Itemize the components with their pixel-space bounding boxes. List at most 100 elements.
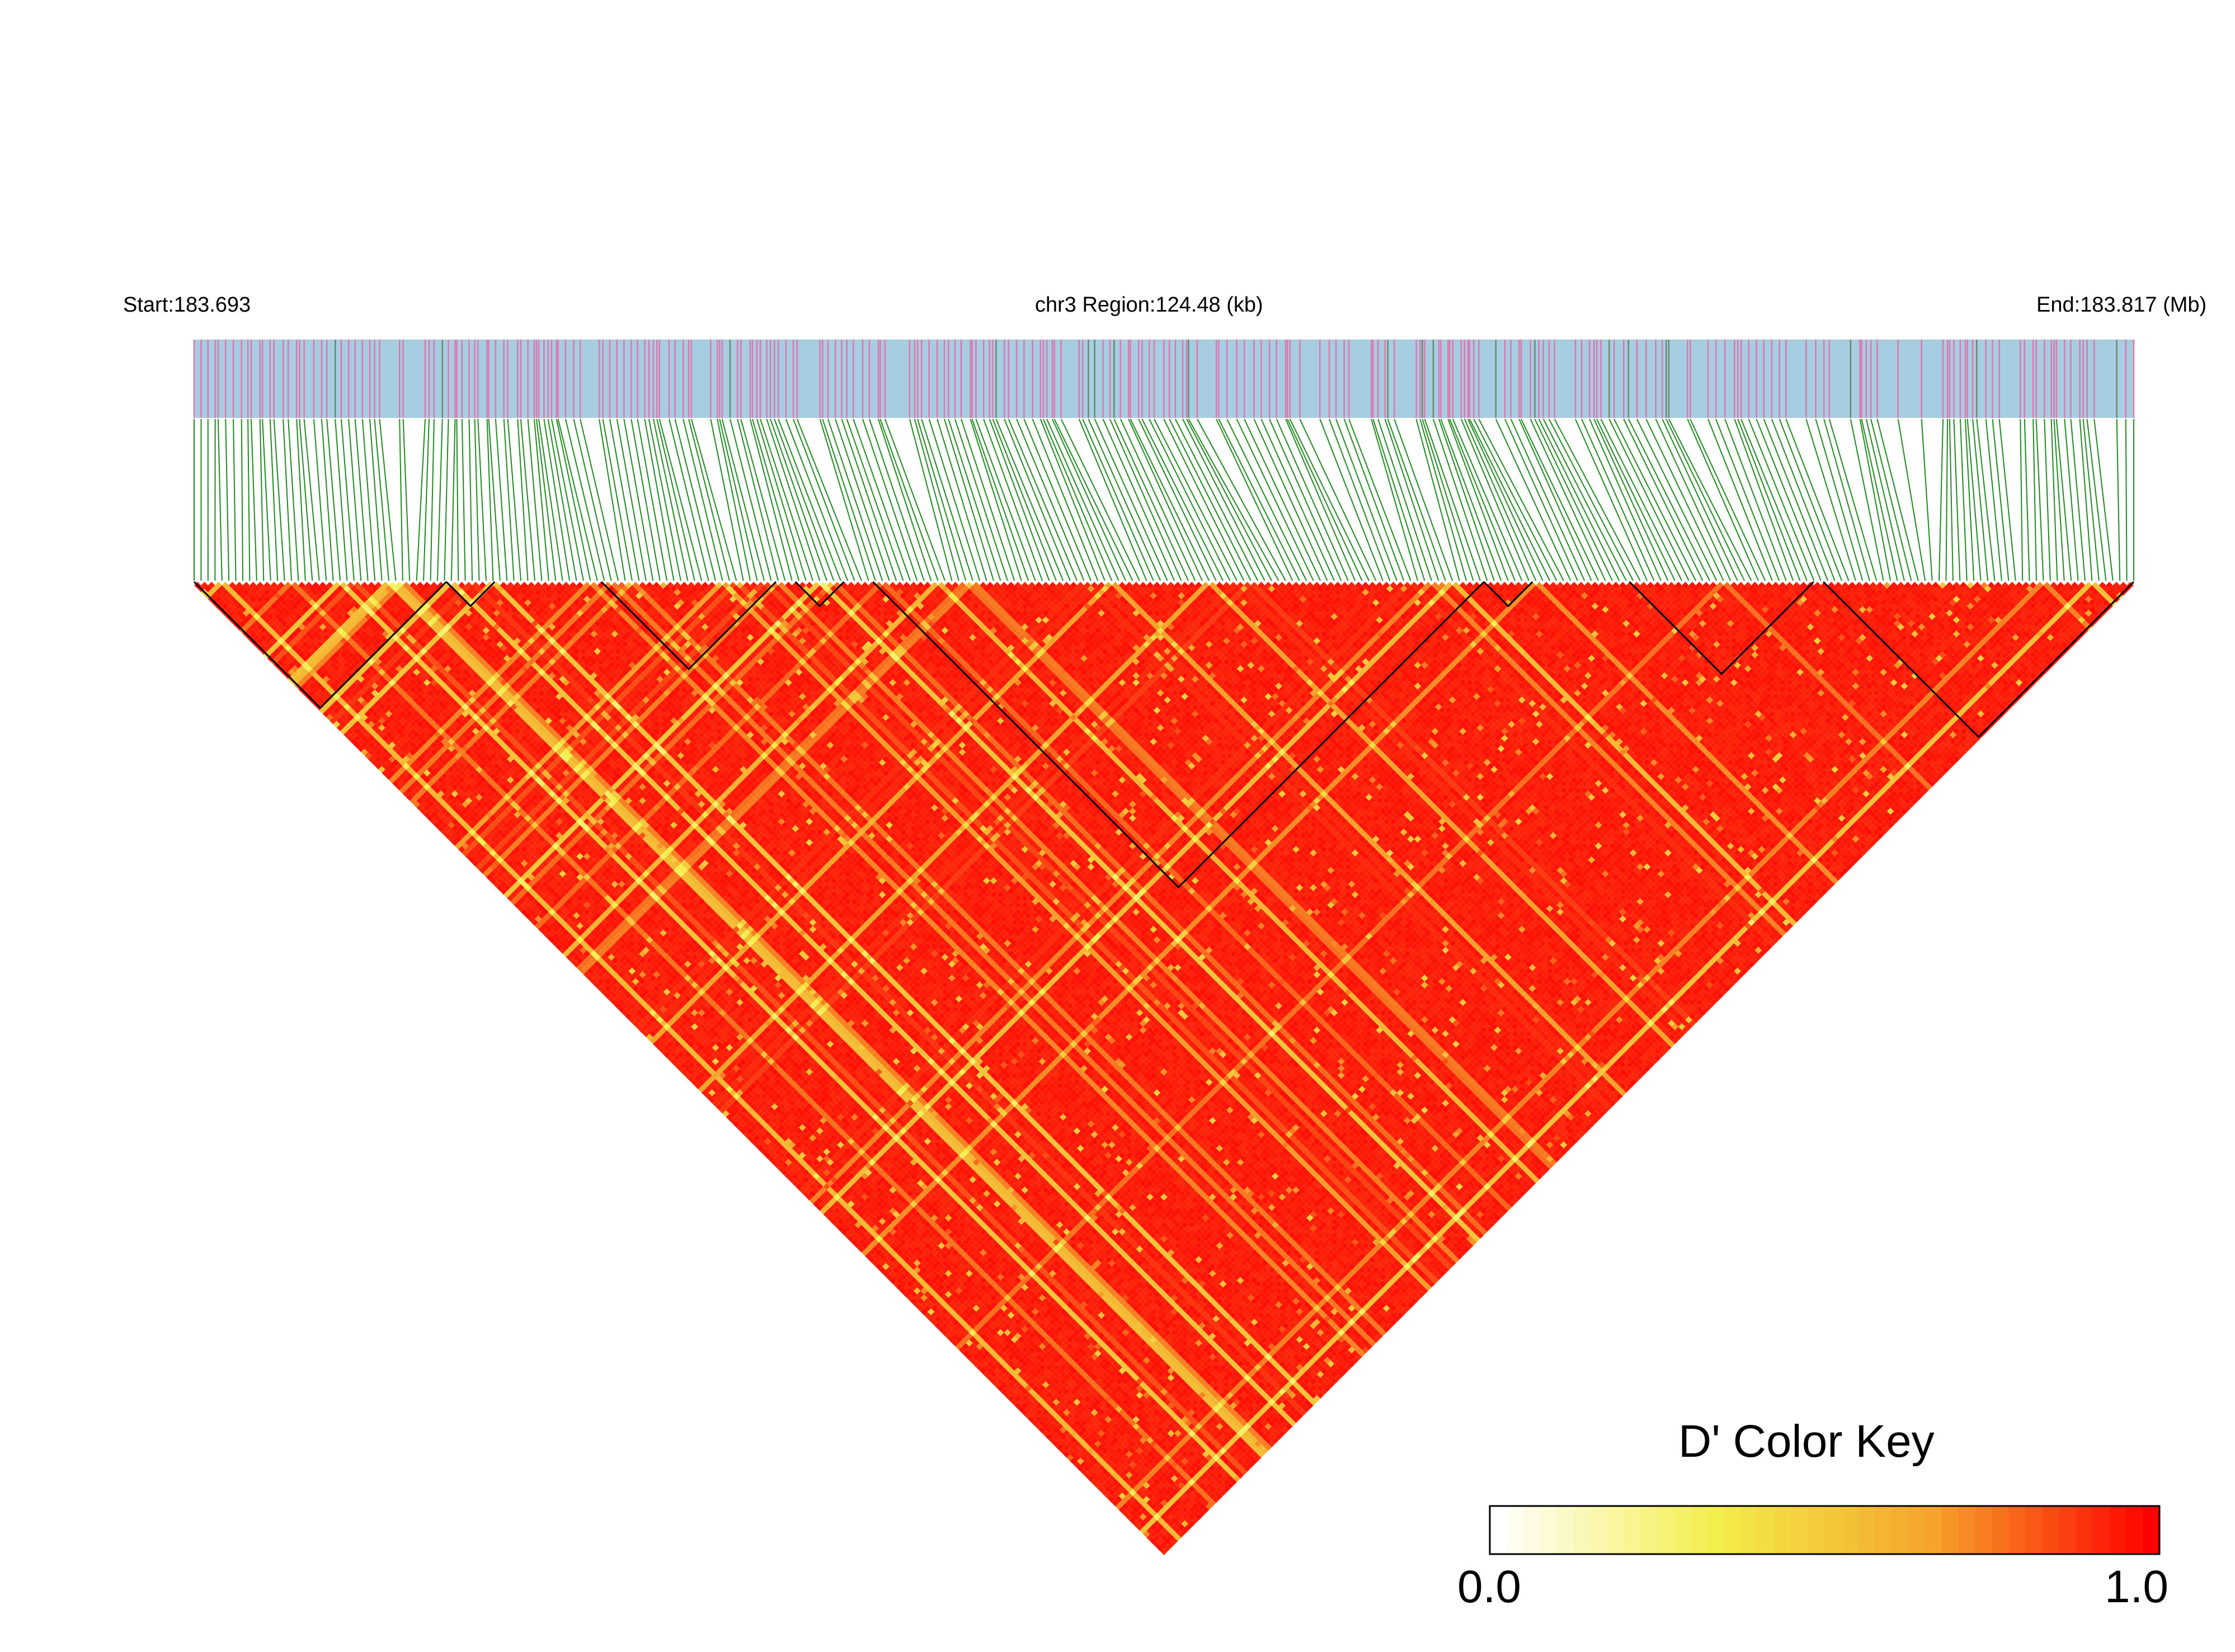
snp-connector	[862, 418, 918, 581]
snp-connector	[616, 418, 647, 581]
ld-cell	[854, 1235, 862, 1242]
snp-connector	[1016, 418, 1085, 581]
snp-connector	[1600, 418, 1683, 581]
ld-cell	[969, 1357, 976, 1364]
ld-cell	[590, 978, 597, 985]
ld-cell	[548, 936, 556, 944]
ld-cell	[424, 804, 431, 812]
ld-cell	[750, 1131, 757, 1138]
ld-cell	[952, 1339, 959, 1347]
ld-cell	[388, 776, 396, 784]
snp-connector	[752, 418, 800, 581]
snp-connector	[1469, 418, 1551, 581]
ld-cell	[854, 1242, 862, 1249]
ld-cell	[215, 595, 222, 603]
ld-cell	[597, 985, 605, 992]
ld-cell	[722, 1110, 730, 1117]
ld-cell	[806, 1187, 813, 1194]
snp-connector	[1504, 418, 1578, 581]
ld-cell	[1004, 1391, 1011, 1399]
snp-connector	[299, 418, 313, 581]
snp-connector	[1415, 418, 1460, 581]
ld-cell	[451, 832, 459, 839]
ld-cell	[1091, 1479, 1098, 1486]
snp-connector	[1778, 418, 1843, 581]
ld-cell	[354, 735, 361, 742]
ld-cell	[305, 686, 313, 693]
snp-connector	[399, 418, 403, 581]
ld-cell	[980, 1367, 987, 1375]
snp-connector	[1976, 418, 1996, 581]
ld-cell	[636, 1023, 643, 1030]
ld-cell	[639, 1019, 646, 1027]
snp-connector	[1623, 418, 1704, 581]
ld-cell	[660, 1047, 667, 1055]
ld-cell	[889, 1277, 897, 1284]
snp-connector	[2086, 418, 2107, 581]
snp-connector	[1387, 418, 1446, 581]
snp-connector	[550, 418, 584, 581]
snp-connector	[283, 418, 292, 581]
snp-connector	[1329, 418, 1391, 581]
snp-connector	[884, 418, 946, 581]
ld-cell	[788, 1176, 796, 1183]
ld-cell	[465, 846, 473, 853]
snp-connector	[1737, 418, 1801, 581]
ld-cell	[246, 627, 253, 634]
ld-cell	[670, 1051, 677, 1058]
snp-connector	[819, 418, 869, 581]
snp-connector	[1763, 418, 1829, 581]
ld-cell	[778, 1165, 785, 1173]
ld-cell	[708, 1096, 716, 1103]
ld-cell	[444, 832, 451, 839]
snp-connector	[1636, 418, 1718, 581]
ld-cell	[364, 745, 371, 752]
snp-connector	[1972, 418, 1989, 581]
ld-cell	[910, 1297, 917, 1305]
ld-cell	[260, 641, 267, 648]
ld-cell	[604, 992, 611, 999]
ld-cell	[382, 763, 389, 770]
snp-connector	[1521, 418, 1599, 581]
snp-connector	[1078, 418, 1147, 581]
snp-connector	[1197, 418, 1286, 581]
snp-connector	[313, 418, 327, 581]
ld-cell	[218, 599, 225, 606]
ld-cell	[656, 1044, 664, 1051]
ld-cell	[462, 842, 469, 850]
snp-connector	[461, 418, 466, 581]
snp-connector	[1850, 418, 1884, 581]
snp-connector	[335, 418, 348, 581]
ld-cell	[406, 794, 413, 801]
snp-connector	[1102, 418, 1175, 581]
ld-cell	[576, 957, 584, 964]
ld-cell	[580, 961, 587, 968]
snp-connector	[1861, 418, 1898, 581]
snp-connector	[1052, 418, 1127, 581]
snp-connector	[1023, 418, 1091, 581]
ld-cell	[712, 1093, 719, 1100]
ld-cell	[347, 727, 354, 735]
ld-cell	[545, 933, 552, 940]
ld-cell	[222, 603, 229, 610]
ld-cell	[698, 1085, 705, 1093]
ld-cell	[256, 637, 264, 644]
snp-connector	[1613, 418, 1697, 581]
ld-cell	[232, 613, 239, 620]
snp-connector	[1128, 418, 1203, 581]
snp-connector	[766, 418, 821, 581]
ld-cell	[1073, 1461, 1081, 1469]
ld-cell	[531, 912, 539, 919]
ld-cell	[722, 1103, 730, 1110]
snp-connector	[547, 418, 577, 581]
ld-cell	[622, 1009, 629, 1016]
ld-cell	[420, 807, 427, 815]
snp-connector	[1299, 418, 1377, 581]
ld-cell	[1153, 1541, 1161, 1549]
ld-cell	[604, 985, 611, 992]
snp-connector	[835, 418, 890, 581]
snp-connector	[652, 418, 689, 581]
ld-cell	[402, 783, 410, 790]
snp-connector	[1253, 418, 1328, 581]
ld-cell	[580, 967, 587, 975]
